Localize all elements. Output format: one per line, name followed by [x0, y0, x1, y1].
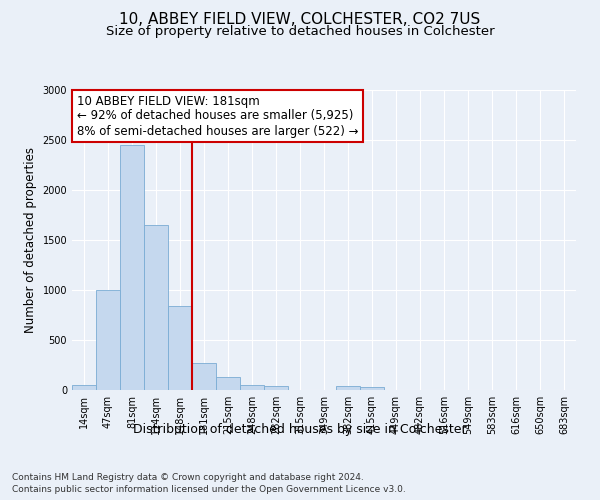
Y-axis label: Number of detached properties: Number of detached properties: [24, 147, 37, 333]
Text: 10 ABBEY FIELD VIEW: 181sqm
← 92% of detached houses are smaller (5,925)
8% of s: 10 ABBEY FIELD VIEW: 181sqm ← 92% of det…: [77, 94, 359, 138]
Bar: [216, 377, 240, 390]
Text: Contains public sector information licensed under the Open Government Licence v3: Contains public sector information licen…: [12, 485, 406, 494]
Bar: [192, 363, 216, 390]
Bar: [336, 386, 360, 390]
Text: Contains HM Land Registry data © Crown copyright and database right 2024.: Contains HM Land Registry data © Crown c…: [12, 472, 364, 482]
Bar: [120, 145, 144, 390]
Text: 10, ABBEY FIELD VIEW, COLCHESTER, CO2 7US: 10, ABBEY FIELD VIEW, COLCHESTER, CO2 7U…: [119, 12, 481, 28]
Text: Size of property relative to detached houses in Colchester: Size of property relative to detached ho…: [106, 25, 494, 38]
Bar: [96, 290, 120, 390]
Bar: [144, 225, 168, 390]
Bar: [240, 384, 264, 390]
Bar: [168, 306, 192, 390]
Bar: [360, 387, 384, 390]
Bar: [264, 386, 288, 390]
Text: Distribution of detached houses by size in Colchester: Distribution of detached houses by size …: [133, 422, 467, 436]
Bar: [72, 385, 96, 390]
